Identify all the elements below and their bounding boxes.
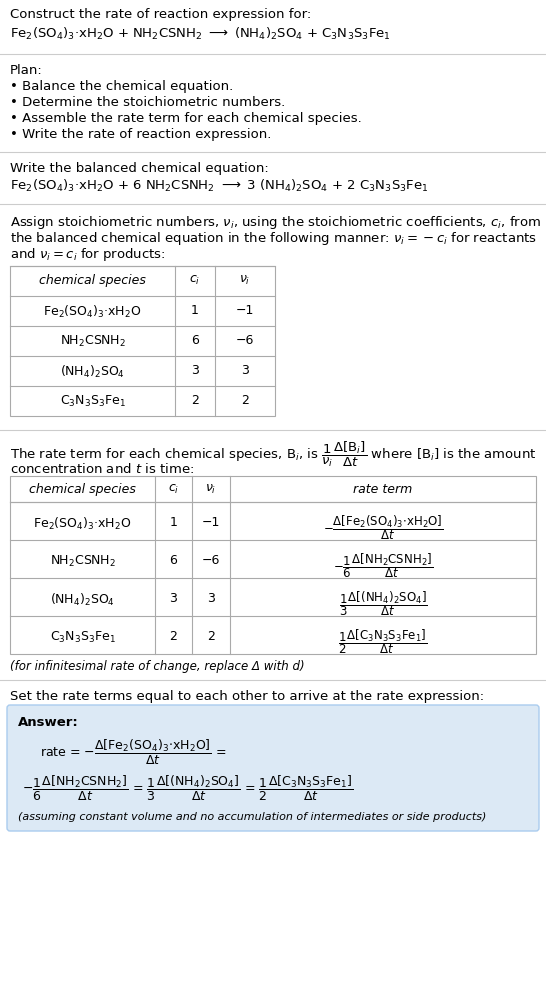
Text: $\nu_i$: $\nu_i$ bbox=[239, 274, 251, 287]
Text: 2: 2 bbox=[207, 630, 215, 643]
Text: Fe$_2$(SO$_4$)$_3$·xH$_2$O: Fe$_2$(SO$_4$)$_3$·xH$_2$O bbox=[43, 304, 142, 320]
Text: 3: 3 bbox=[191, 364, 199, 377]
Text: Fe$_2$(SO$_4$)$_3$·xH$_2$O + NH$_2$CSNH$_2$ $\longrightarrow$ (NH$_4$)$_2$SO$_4$: Fe$_2$(SO$_4$)$_3$·xH$_2$O + NH$_2$CSNH$… bbox=[10, 26, 391, 42]
Text: Assign stoichiometric numbers, $\nu_i$, using the stoichiometric coefficients, $: Assign stoichiometric numbers, $\nu_i$, … bbox=[10, 214, 541, 231]
Text: • Assemble the rate term for each chemical species.: • Assemble the rate term for each chemic… bbox=[10, 112, 362, 125]
Text: (NH$_4$)$_2$SO$_4$: (NH$_4$)$_2$SO$_4$ bbox=[50, 592, 115, 608]
Text: $c_i$: $c_i$ bbox=[189, 274, 200, 287]
Text: 2: 2 bbox=[191, 394, 199, 407]
Text: Write the balanced chemical equation:: Write the balanced chemical equation: bbox=[10, 162, 269, 175]
Text: (assuming constant volume and no accumulation of intermediates or side products): (assuming constant volume and no accumul… bbox=[18, 812, 486, 822]
Text: C$_3$N$_3$S$_3$Fe$_1$: C$_3$N$_3$S$_3$Fe$_1$ bbox=[50, 630, 115, 645]
Text: rate term: rate term bbox=[353, 483, 413, 496]
Text: −1: −1 bbox=[202, 516, 220, 529]
Text: • Determine the stoichiometric numbers.: • Determine the stoichiometric numbers. bbox=[10, 96, 285, 109]
Text: • Balance the chemical equation.: • Balance the chemical equation. bbox=[10, 80, 233, 93]
Text: chemical species: chemical species bbox=[39, 274, 146, 287]
Text: • Write the rate of reaction expression.: • Write the rate of reaction expression. bbox=[10, 128, 271, 141]
Text: 3: 3 bbox=[207, 592, 215, 605]
Text: C$_3$N$_3$S$_3$Fe$_1$: C$_3$N$_3$S$_3$Fe$_1$ bbox=[60, 394, 126, 409]
Text: Set the rate terms equal to each other to arrive at the rate expression:: Set the rate terms equal to each other t… bbox=[10, 690, 484, 703]
Text: Construct the rate of reaction expression for:: Construct the rate of reaction expressio… bbox=[10, 8, 311, 21]
Text: chemical species: chemical species bbox=[29, 483, 136, 496]
Text: $\nu_i$: $\nu_i$ bbox=[205, 483, 217, 496]
FancyBboxPatch shape bbox=[7, 705, 539, 831]
Bar bbox=[10, 476, 536, 654]
Text: (for infinitesimal rate of change, replace Δ with d): (for infinitesimal rate of change, repla… bbox=[10, 660, 305, 673]
Text: 6: 6 bbox=[191, 334, 199, 347]
Text: 2: 2 bbox=[241, 394, 249, 407]
Text: rate = $-\dfrac{\Delta[\mathrm{Fe_2(SO_4)_3{\cdot}xH_2O}]}{\Delta t}$ =: rate = $-\dfrac{\Delta[\mathrm{Fe_2(SO_4… bbox=[40, 738, 227, 767]
Text: $-\dfrac{\Delta[\mathrm{Fe_2(SO_4)_3{\cdot}xH_2O}]}{\Delta t}$: $-\dfrac{\Delta[\mathrm{Fe_2(SO_4)_3{\cd… bbox=[323, 513, 443, 542]
Text: NH$_2$CSNH$_2$: NH$_2$CSNH$_2$ bbox=[50, 554, 115, 569]
Text: 1: 1 bbox=[170, 516, 177, 529]
Text: Plan:: Plan: bbox=[10, 64, 43, 77]
Text: −6: −6 bbox=[202, 554, 220, 567]
Text: concentration and $t$ is time:: concentration and $t$ is time: bbox=[10, 462, 194, 476]
Text: Answer:: Answer: bbox=[18, 716, 79, 729]
Text: the balanced chemical equation in the following manner: $\nu_i = -c_i$ for react: the balanced chemical equation in the fo… bbox=[10, 230, 537, 247]
Text: 3: 3 bbox=[241, 364, 249, 377]
Text: $\dfrac{1}{2}\dfrac{\Delta[\mathrm{C_3N_3S_3Fe_1}]}{\Delta t}$: $\dfrac{1}{2}\dfrac{\Delta[\mathrm{C_3N_… bbox=[339, 627, 428, 656]
Text: 6: 6 bbox=[170, 554, 177, 567]
Text: 3: 3 bbox=[170, 592, 177, 605]
Text: $-\dfrac{1}{6}\dfrac{\Delta[\mathrm{NH_2CSNH_2}]}{\Delta t}$ = $\dfrac{1}{3}\dfr: $-\dfrac{1}{6}\dfrac{\Delta[\mathrm{NH_2… bbox=[22, 774, 354, 803]
Text: $c_i$: $c_i$ bbox=[168, 483, 179, 496]
Text: 2: 2 bbox=[170, 630, 177, 643]
Text: Fe$_2$(SO$_4$)$_3$·xH$_2$O: Fe$_2$(SO$_4$)$_3$·xH$_2$O bbox=[33, 516, 132, 532]
Text: $-\dfrac{1}{6}\dfrac{\Delta[\mathrm{NH_2CSNH_2}]}{\Delta t}$: $-\dfrac{1}{6}\dfrac{\Delta[\mathrm{NH_2… bbox=[333, 551, 433, 579]
Text: 1: 1 bbox=[191, 304, 199, 317]
Text: $\dfrac{1}{3}\dfrac{\Delta[\mathrm{(NH_4)_2SO_4}]}{\Delta t}$: $\dfrac{1}{3}\dfrac{\Delta[\mathrm{(NH_4… bbox=[339, 589, 428, 618]
Text: NH$_2$CSNH$_2$: NH$_2$CSNH$_2$ bbox=[60, 334, 126, 349]
Text: −1: −1 bbox=[236, 304, 254, 317]
Text: −6: −6 bbox=[236, 334, 254, 347]
Text: The rate term for each chemical species, B$_i$, is $\dfrac{1}{\nu_i}\dfrac{\Delt: The rate term for each chemical species,… bbox=[10, 440, 536, 470]
Text: Fe$_2$(SO$_4$)$_3$·xH$_2$O + 6 NH$_2$CSNH$_2$ $\longrightarrow$ 3 (NH$_4$)$_2$SO: Fe$_2$(SO$_4$)$_3$·xH$_2$O + 6 NH$_2$CSN… bbox=[10, 178, 429, 194]
Text: (NH$_4$)$_2$SO$_4$: (NH$_4$)$_2$SO$_4$ bbox=[60, 364, 125, 380]
Bar bbox=[10, 266, 275, 416]
Text: and $\nu_i = c_i$ for products:: and $\nu_i = c_i$ for products: bbox=[10, 246, 165, 263]
